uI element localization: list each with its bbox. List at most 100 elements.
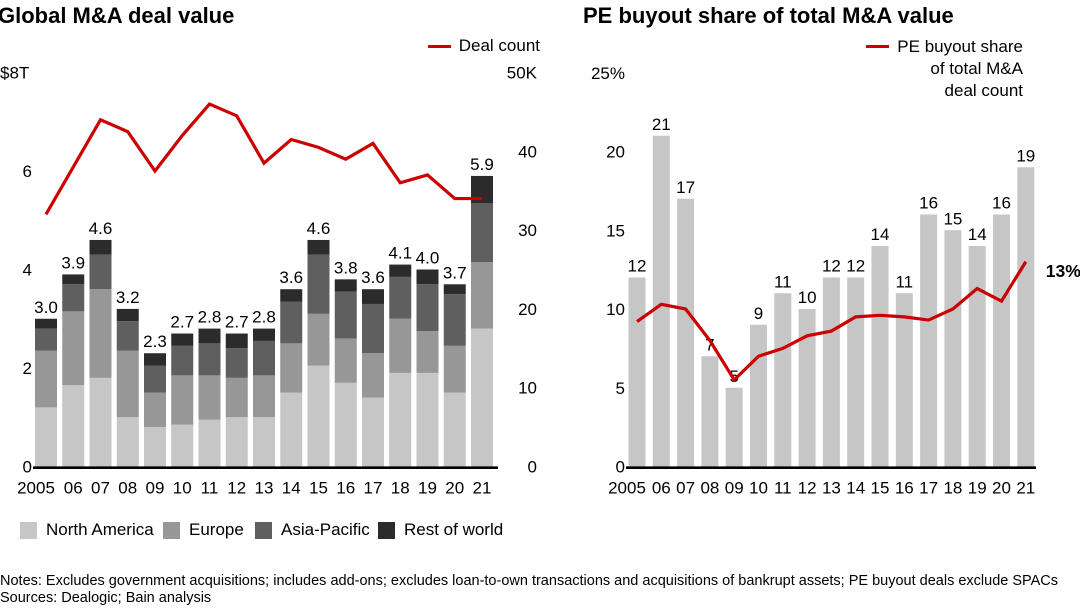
legend-item-europe: Europe <box>163 520 244 540</box>
bar-17 <box>920 214 938 467</box>
bar-total-label-2005: 3.0 <box>34 298 58 317</box>
x-tick-label-20: 20 <box>445 479 464 498</box>
pct-y-tick-10: 10 <box>606 300 625 319</box>
stacked-bar-19-rest-of-world <box>416 269 439 285</box>
x-tick-label-right-17: 17 <box>919 479 938 498</box>
stacked-bar-17-rest-of-world <box>362 289 384 304</box>
stacked-bar-13-asia-pacific <box>253 340 275 376</box>
deal-count-legend: Deal count <box>427 36 540 56</box>
x-tick-label-right-09: 09 <box>725 479 744 498</box>
stacked-bar-15-asia-pacific <box>307 254 330 314</box>
bar-08 <box>701 356 719 467</box>
stacked-bar-10-europe <box>171 375 194 425</box>
stacked-bar-21-asia-pacific <box>471 203 493 263</box>
bar-value-label-14: 12 <box>846 257 865 276</box>
bar-18 <box>944 230 962 467</box>
bar-value-label-15: 14 <box>871 225 890 244</box>
x-tick-label-18: 18 <box>391 479 410 498</box>
footer-sources: Sources: Dealogic; Bain analysis <box>0 590 212 606</box>
line-end-label: 13% <box>1046 261 1080 281</box>
x-tick-label-right-19: 19 <box>968 479 987 498</box>
x-tick-label-2005: 2005 <box>17 479 55 498</box>
x-tick-label-right-18: 18 <box>943 479 962 498</box>
right-chart-title: PE buyout share of total M&A value <box>583 3 954 28</box>
bar-value-label-19: 14 <box>968 225 987 244</box>
stacked-bar-14-europe <box>280 343 303 393</box>
bar-10 <box>750 324 767 467</box>
stacked-bar-13-europe <box>253 375 275 418</box>
stacked-bar-2005-north-america <box>35 407 57 467</box>
bar-value-label-06: 21 <box>652 115 671 134</box>
deal-count-legend-label: Deal count <box>458 36 540 55</box>
bar-total-label-10: 2.7 <box>170 313 194 332</box>
x-tick-label-right-14: 14 <box>846 479 865 498</box>
bar-total-label-19: 4.0 <box>416 249 440 268</box>
x-tick-label-16: 16 <box>336 479 355 498</box>
north-america-label: North America <box>46 520 154 539</box>
asia-pacific-swatch <box>255 521 272 539</box>
bar-total-label-17: 3.6 <box>361 268 385 287</box>
stacked-bar-15-rest-of-world <box>307 239 330 255</box>
right-y-tick-30: 30 <box>518 221 537 240</box>
x-tick-label-right-16: 16 <box>895 479 914 498</box>
x-tick-label-right-10: 10 <box>749 479 768 498</box>
x-tick-label-10: 10 <box>173 479 192 498</box>
x-tick-label-07: 07 <box>91 479 110 498</box>
stacked-bar-11-rest-of-world <box>198 328 221 344</box>
x-tick-label-right-2005: 2005 <box>608 479 646 498</box>
stacked-bar-18-rest-of-world <box>389 264 412 277</box>
x-tick-label-13: 13 <box>255 479 274 498</box>
stacked-bar-16-north-america <box>334 382 357 467</box>
x-tick-label-09: 09 <box>146 479 165 498</box>
europe-label: Europe <box>189 520 244 539</box>
stacked-bar-07-europe <box>89 289 112 378</box>
pe-buyout-share-legend: PE buyout share of total M&A deal count <box>866 36 1023 102</box>
bar-20 <box>993 214 1010 467</box>
deal-count-line <box>44 102 482 216</box>
legend-item-rest-of-world: Rest of world <box>378 520 503 540</box>
stacked-bar-10-north-america <box>171 424 194 467</box>
stacked-bar-20-asia-pacific <box>443 294 466 346</box>
stacked-bar-21-rest-of-world <box>471 175 493 204</box>
bar-value-label-10: 9 <box>754 304 763 323</box>
stacked-bar-19-north-america <box>416 372 439 467</box>
stacked-bar-18-north-america <box>389 372 412 467</box>
stacked-bar-2005-asia-pacific <box>35 328 57 351</box>
asia-pacific-label: Asia-Pacific <box>281 520 370 539</box>
stacked-bar-11-north-america <box>198 419 221 467</box>
bar-07 <box>677 198 695 467</box>
stacked-bar-06-rest-of-world <box>62 274 85 285</box>
stacked-bar-17-asia-pacific <box>362 303 384 354</box>
x-tick-label-right-13: 13 <box>822 479 841 498</box>
bar-total-label-12: 2.7 <box>225 313 249 332</box>
pe-buyout-share-line <box>636 260 1028 383</box>
stacked-bar-16-asia-pacific <box>334 291 357 339</box>
stacked-bar-14-rest-of-world <box>280 289 303 302</box>
stacked-bar-14-asia-pacific <box>280 301 303 344</box>
bar-16 <box>895 293 913 467</box>
left-y-tick-4: 4 <box>23 261 32 280</box>
left-y-top-label: $8T <box>0 64 29 83</box>
bar-value-label-13: 12 <box>822 257 841 276</box>
bar-value-label-07: 17 <box>676 178 695 197</box>
bar-21 <box>1017 167 1035 467</box>
left-chart-title: Global M&A deal value <box>0 3 235 28</box>
legend-item-north-america: North America <box>20 520 154 540</box>
bar-total-label-09: 2.3 <box>143 332 167 351</box>
bar-value-label-2005: 12 <box>628 257 647 276</box>
rest-of-world-label: Rest of world <box>404 520 504 539</box>
legend-item-asia-pacific: Asia-Pacific <box>255 520 370 540</box>
pe-share-legend-line3: deal count <box>944 81 1023 100</box>
pct-y-tick-0: 0 <box>616 458 625 477</box>
bar-value-label-17: 16 <box>919 194 938 213</box>
stacked-bar-06-europe <box>62 311 85 386</box>
bar-value-label-18: 15 <box>943 209 962 228</box>
stacked-bar-17-north-america <box>362 397 384 467</box>
bar-value-label-08: 7 <box>705 335 714 354</box>
stacked-bar-06-north-america <box>62 385 85 467</box>
x-tick-label-right-12: 12 <box>798 479 817 498</box>
stacked-bar-12-asia-pacific <box>225 348 248 378</box>
bar-06 <box>652 135 670 467</box>
rest-of-world-swatch <box>378 521 395 539</box>
